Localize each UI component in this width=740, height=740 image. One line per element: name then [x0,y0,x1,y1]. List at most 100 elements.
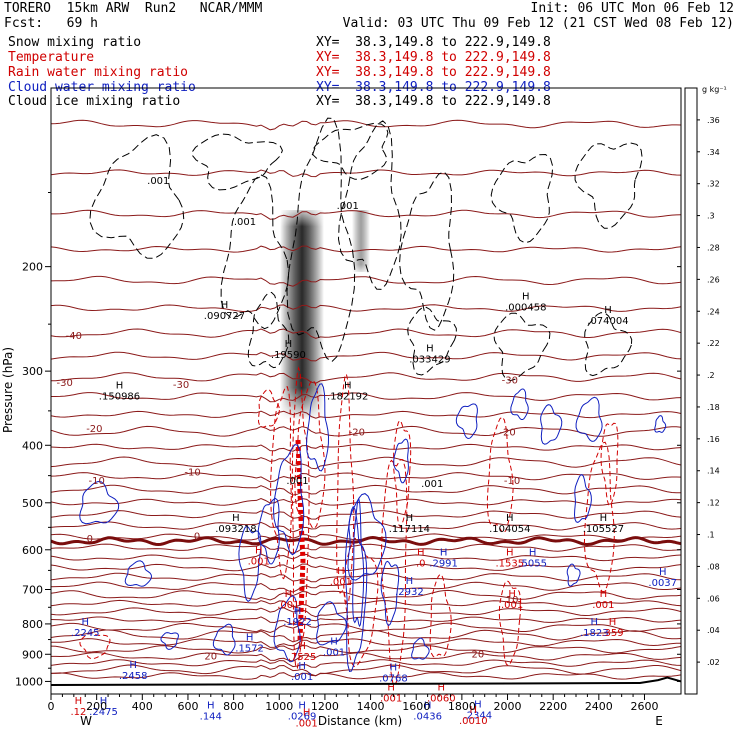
maximum-value-label: .0037 [648,578,677,589]
isotherm-label: -10 [88,476,104,487]
cloud-water-contour [273,595,301,663]
field-name-temperature: Temperature [8,50,95,65]
maximum-value-label: .001 [380,693,402,704]
maximum-marker: H [426,343,434,354]
isotherm-label: -30 [173,380,189,391]
x-tick-label: 1400 [357,700,385,713]
x-tick-label: 2000 [494,700,522,713]
maximum-value-label: .000458 [505,302,546,313]
isotherm [51,119,681,131]
maximum-value-label: .0060 [427,693,456,704]
y-tick-label: 400 [22,439,43,452]
maximum-marker: H [529,547,537,558]
snow-contour [312,122,389,180]
snow-contour [337,120,402,290]
colorbar-tick-label: .28 [707,243,720,252]
maximum-marker: H [298,641,306,652]
snow-contour-label: .001 [337,201,359,212]
maximum-marker: H [330,637,338,648]
cloud-water-contour [257,497,280,565]
y-tick-label: 1000 [15,675,43,688]
maximum-value-label: .7525 [288,652,317,663]
maximum-marker: H [600,589,608,600]
colorbar-tick-label: .18 [707,403,720,412]
x-axis: 0 200 400 600 800 1000 1200 1400 1600 1800 2000 220… [48,694,658,713]
cloud-water-contour [238,525,262,603]
maximum-value-label: .2245 [71,628,100,639]
rain-contours [79,366,619,687]
maximum-marker: H [387,682,395,693]
maximum-marker: H [294,606,302,617]
maximum-value-label: .074004 [587,316,628,327]
terrain-line [50,676,682,687]
maximum-value-label: .182192 [327,392,368,403]
isotherm [51,328,681,339]
colorbar-unit: g kg⁻¹ [702,85,727,94]
isotherm [51,521,681,533]
isotherm [51,275,681,287]
x-tick-label: 800 [223,700,244,713]
y-tick-label: 600 [22,544,43,557]
field-name-cloud-ice: Cloud ice mixing ratio [8,94,181,109]
rain-contour [257,389,280,428]
colorbar-tick-label: .26 [707,275,720,284]
colorbar-tick-label: .04 [707,626,720,635]
west-label: W [80,714,92,728]
rain-contour [336,372,355,606]
snow-contour-label: .001 [421,479,443,490]
snow-contour-label: .001 [286,476,308,487]
isotherm [51,510,681,520]
isotherm-label: 10 [506,595,519,606]
maximum-marker: H [506,547,514,558]
maximum-marker: H [221,300,229,311]
colorbar-tick-label: .14 [707,467,720,476]
maximum-value-label: .001 [330,577,352,588]
maximum-value-label: .001 [277,600,299,611]
isotherm-label: -30 [502,376,518,387]
maximum-marker: H [207,701,215,712]
maximum-value-label: .001 [291,672,313,683]
isotherm [51,629,681,643]
rain-contour [600,422,619,507]
maximum-marker: H [298,701,306,712]
snow-contour [490,153,554,244]
maximum-marker: H [470,705,478,716]
plot-frame [50,87,682,695]
model-resolution: 15km ARW [66,1,130,16]
colorbar-tick-label: .06 [707,594,720,603]
isotherm-label: -40 [66,331,82,342]
model-title: TORERO 15km ARW Run2 NCAR/MMM [4,2,262,16]
maximum-value-label: .104054 [489,524,530,535]
x-tick-label: 200 [86,700,107,713]
x-tick-label: 2400 [585,700,613,713]
model-name: TORERO [4,1,51,16]
isotherm-label: 0 [194,531,200,542]
snow-contour [247,291,290,369]
maximum-value-label: .090727 [204,311,245,322]
maximum-marker: H [508,589,516,600]
isotherm [51,563,681,572]
cloud-water-contour [272,444,305,556]
snow-contour [407,306,457,376]
cloud-water-contour [347,493,387,581]
cloud-water-contour [393,438,409,484]
cloud-water-contour [316,601,347,646]
maximum-marker: H [298,661,306,672]
maximum-value-label: .2932 [395,587,424,598]
init-time: Init: 06 UTC Mon 06 Feb 12 [530,1,735,16]
isotherm-label: 20 [471,650,484,661]
maximum-marker: H [116,381,124,392]
isotherm-label: -20 [499,427,515,438]
rain-contour [270,386,292,580]
maximum-marker: H [406,513,414,524]
maximum-marker: H [246,632,254,643]
maximum-marker: H [81,617,89,628]
rain-core [295,439,306,641]
isotherm [51,616,681,625]
maximum-value-label: .0010 [459,716,488,727]
snow-contour [89,134,185,259]
snow-contour [220,174,290,330]
cloud-water-contour [352,498,365,628]
cloud-water-contour [575,396,603,442]
y-tick-label: 200 [22,261,43,274]
